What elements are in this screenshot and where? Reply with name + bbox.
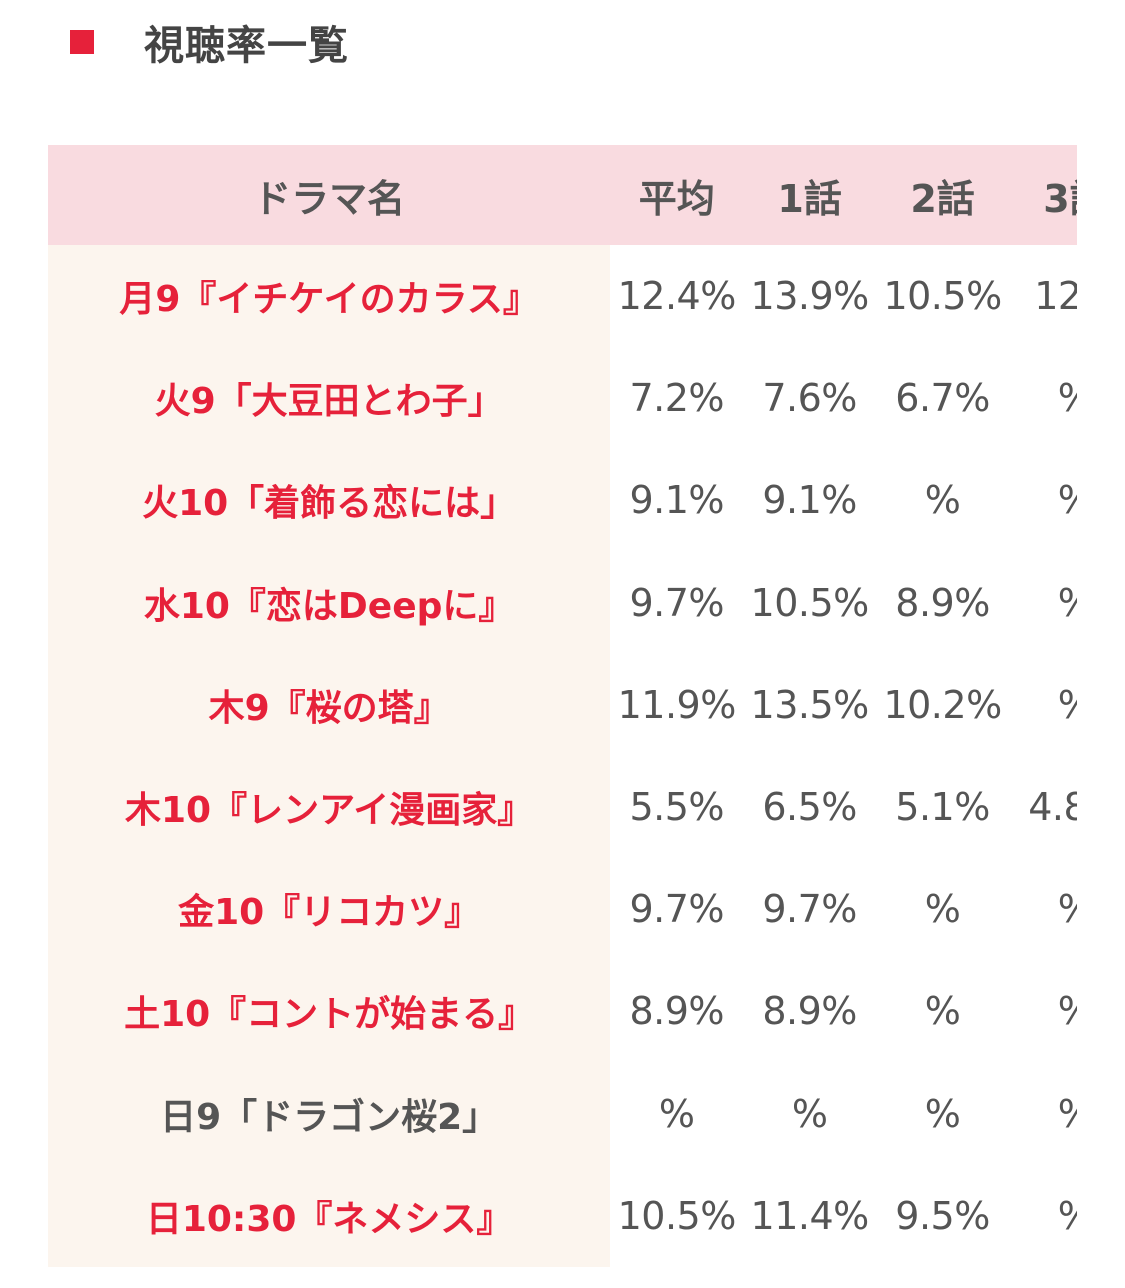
header-episode-2: 2話: [910, 176, 975, 221]
ratings-table-container[interactable]: ドラマ名 平均 1話 2話 3話 月9『イチケイのカラス』 12.4% 13.9…: [48, 145, 1077, 1267]
table-row: 水10『恋はDeepに』 9.7% 10.5% 8.9% %: [48, 551, 1077, 654]
drama-name-cell: 水10『恋はDeepに』: [48, 551, 611, 654]
average-cell: 9.1%: [629, 478, 724, 523]
drama-name-cell: 火10「着飾る恋には」: [48, 449, 611, 552]
drama-name-cell: 日10:30『ネメシス』: [48, 1164, 611, 1267]
average-cell: 11.9%: [617, 682, 737, 727]
episode-2-cell: %: [924, 989, 961, 1034]
drama-name-cell: 月9『イチケイのカラス』: [48, 245, 611, 348]
average-cell: 12.4%: [617, 274, 737, 319]
header-drama-name: ドラマ名: [253, 176, 406, 221]
average-cell: 7.2%: [629, 376, 724, 421]
drama-name-cell: 日9「ドラゴン桜2」: [48, 1062, 611, 1165]
drama-name-cell: 金10『リコカツ』: [48, 858, 611, 961]
episode-2-cell: %: [924, 887, 961, 932]
table-row: 日10:30『ネメシス』 10.5% 11.4% 9.5% %: [48, 1164, 1077, 1267]
episode-1-cell: 9.1%: [762, 478, 857, 523]
average-cell: 10.5%: [617, 1193, 737, 1238]
episode-1-cell: 13.9%: [750, 274, 870, 319]
episode-3-cell: %: [1009, 552, 1077, 654]
episode-1-cell: 6.5%: [762, 785, 857, 830]
episode-3-cell: 12.7: [1034, 274, 1077, 319]
episode-1-cell: 13.5%: [750, 682, 870, 727]
episode-3-cell: %: [1009, 1063, 1077, 1165]
episode-1-cell: %: [791, 1091, 828, 1136]
episode-2-cell: %: [924, 478, 961, 523]
episode-3-cell: %: [1009, 654, 1077, 756]
table-header-row: ドラマ名 平均 1話 2話 3話: [48, 145, 1077, 245]
table-row: 木9『桜の塔』 11.9% 13.5% 10.2% %: [48, 653, 1077, 756]
table-row: 火9「大豆田とわ子」 7.2% 7.6% 6.7% %: [48, 347, 1077, 450]
ratings-table: ドラマ名 平均 1話 2話 3話 月9『イチケイのカラス』 12.4% 13.9…: [48, 145, 1077, 1267]
average-cell: 9.7%: [629, 887, 724, 932]
episode-3-cell: %: [1009, 1165, 1077, 1267]
section-heading: 視聴率一覧: [70, 12, 349, 72]
episode-2-cell: 5.1%: [895, 785, 990, 830]
episode-3-cell: %: [1009, 347, 1077, 449]
average-cell: 8.9%: [629, 989, 724, 1034]
episode-2-cell: 10.2%: [883, 682, 1002, 727]
episode-2-cell: 8.9%: [895, 580, 990, 625]
section-title: 視聴率一覧: [144, 23, 349, 69]
episode-1-cell: 7.6%: [762, 376, 857, 421]
drama-name-cell: 火9「大豆田とわ子」: [48, 347, 611, 450]
drama-name-cell: 木9『桜の塔』: [48, 653, 611, 756]
episode-2-cell: %: [924, 1091, 961, 1136]
episode-2-cell: 9.5%: [895, 1193, 990, 1238]
table-row: 火10「着飾る恋には」 9.1% 9.1% % %: [48, 449, 1077, 552]
table-row: 土10『コントが始まる』 8.9% 8.9% % %: [48, 960, 1077, 1063]
table-row: 日9「ドラゴン桜2」 % % % %: [48, 1062, 1077, 1165]
episode-1-cell: 9.7%: [762, 887, 857, 932]
average-cell: 5.5%: [629, 785, 724, 830]
table-row: 木10『レンアイ漫画家』 5.5% 6.5% 5.1% 4.8%: [48, 755, 1077, 859]
episode-3-cell: %: [1009, 858, 1077, 960]
header-episode-3: 3話: [1043, 176, 1077, 221]
header-episode-1: 1話: [777, 176, 842, 221]
drama-name-cell: 木10『レンアイ漫画家』: [48, 755, 611, 859]
header-average: 平均: [638, 176, 715, 221]
episode-1-cell: 11.4%: [750, 1193, 870, 1238]
square-bullet-icon: [70, 30, 94, 54]
average-cell: 9.7%: [629, 580, 724, 625]
average-cell: %: [658, 1091, 695, 1136]
drama-name-cell: 土10『コントが始まる』: [48, 960, 611, 1063]
episode-3-cell: %: [1009, 960, 1077, 1062]
episode-1-cell: 8.9%: [762, 989, 857, 1034]
table-row: 金10『リコカツ』 9.7% 9.7% % %: [48, 858, 1077, 961]
table-row: 月9『イチケイのカラス』 12.4% 13.9% 10.5% 12.7: [48, 245, 1077, 348]
episode-2-cell: 6.7%: [895, 376, 990, 421]
episode-1-cell: 10.5%: [750, 580, 870, 625]
episode-2-cell: 10.5%: [883, 274, 1002, 319]
episode-3-cell: 4.8%: [1028, 785, 1077, 830]
episode-3-cell: %: [1009, 449, 1077, 551]
